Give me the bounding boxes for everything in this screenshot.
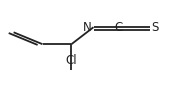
Text: Cl: Cl bbox=[66, 54, 77, 67]
Text: C: C bbox=[115, 21, 123, 34]
Text: S: S bbox=[151, 21, 159, 34]
Text: N: N bbox=[83, 21, 92, 34]
